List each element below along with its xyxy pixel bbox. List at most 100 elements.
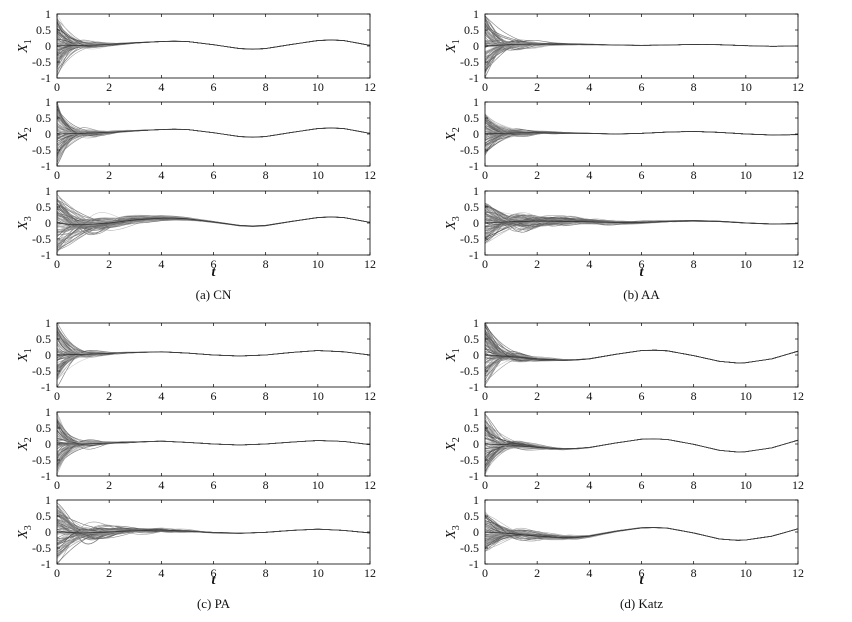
y-tick-label: 1 xyxy=(45,493,51,507)
subfigure-caption: (c) PA xyxy=(197,596,231,611)
y-tick-label: 1 xyxy=(45,316,51,330)
y-axis-label-main: X xyxy=(16,132,31,142)
y-axis-label-subscript: 1 xyxy=(451,348,462,353)
trajectory-line xyxy=(485,43,798,64)
trajectory-line xyxy=(57,324,370,357)
consensus-line xyxy=(57,440,370,446)
y-axis-label-main: X xyxy=(444,353,459,363)
x-tick-label: 8 xyxy=(263,389,269,403)
y-axis-label: X1 xyxy=(16,348,34,363)
x-tick-label: 0 xyxy=(482,168,488,182)
x-tick-label: 10 xyxy=(312,389,324,403)
trajectory-line xyxy=(57,419,370,450)
trajectory-line xyxy=(485,431,798,453)
x-tick-label: 2 xyxy=(106,168,112,182)
trajectory-line xyxy=(485,438,798,460)
y-tick-label: -1 xyxy=(469,159,479,173)
y-tick-label: -1 xyxy=(41,248,51,262)
y-tick-label: 0.5 xyxy=(464,23,479,37)
y-axis-label-main: X xyxy=(16,530,31,540)
x-tick-label: 12 xyxy=(364,257,376,271)
y-tick-label: -1 xyxy=(469,469,479,483)
x-tick-label: 8 xyxy=(691,389,697,403)
consensus-line xyxy=(485,349,798,364)
trajectory-line xyxy=(57,39,370,55)
y-axis-label: X3 xyxy=(16,525,34,540)
consensus-line xyxy=(57,127,370,138)
y-tick-label: 0 xyxy=(473,127,479,141)
x-tick-label: 8 xyxy=(263,257,269,271)
y-axis-label-main: X xyxy=(16,221,31,231)
y-tick-label: 0 xyxy=(473,39,479,53)
trajectory-line xyxy=(57,419,370,446)
trajectories xyxy=(485,323,798,386)
y-tick-label: -0.5 xyxy=(32,541,51,555)
x-tick-label: 6 xyxy=(639,389,645,403)
x-tick-label: 12 xyxy=(792,257,804,271)
x-tick-label: 0 xyxy=(54,478,60,492)
y-tick-label: 0 xyxy=(473,216,479,230)
trajectories xyxy=(485,511,798,552)
y-axis-label-main: X xyxy=(444,221,459,231)
trajectories xyxy=(485,203,798,244)
trajectories xyxy=(485,113,798,156)
trajectory-line xyxy=(57,419,370,446)
y-tick-label: -0.5 xyxy=(32,143,51,157)
y-tick-label: 0 xyxy=(45,437,51,451)
y-axis-label-subscript: 1 xyxy=(23,39,34,44)
x-tick-label: 4 xyxy=(158,80,164,94)
y-tick-label: 0.5 xyxy=(464,509,479,523)
trajectory-line xyxy=(57,127,370,156)
x-tick-label: 6 xyxy=(639,168,645,182)
y-tick-label: 1 xyxy=(473,493,479,507)
y-tick-label: -1 xyxy=(469,557,479,571)
trajectory-line xyxy=(485,438,798,466)
y-axis-label-subscript: 3 xyxy=(451,525,462,530)
x-tick-label: 2 xyxy=(534,389,540,403)
x-tick-label: 10 xyxy=(312,168,324,182)
y-tick-label: 1 xyxy=(473,316,479,330)
y-tick-label: 0 xyxy=(45,127,51,141)
x-tick-label: 4 xyxy=(158,257,164,271)
consensus-line xyxy=(485,438,798,453)
x-axis-label: t xyxy=(640,573,645,588)
trajectory-line xyxy=(485,349,798,386)
trajectories xyxy=(57,102,370,166)
x-tick-label: 6 xyxy=(639,566,645,580)
x-tick-label: 4 xyxy=(586,566,592,580)
x-tick-label: 8 xyxy=(691,478,697,492)
trajectory-line xyxy=(57,420,370,446)
y-axis-label-subscript: 1 xyxy=(23,348,34,353)
x-tick-label: 12 xyxy=(792,478,804,492)
trajectories xyxy=(57,502,370,564)
y-tick-label: 0.5 xyxy=(36,23,51,37)
x-tick-label: 12 xyxy=(792,566,804,580)
x-tick-label: 6 xyxy=(639,478,645,492)
x-tick-label: 8 xyxy=(263,80,269,94)
trajectories xyxy=(57,193,370,253)
trajectory-line xyxy=(485,349,798,378)
x-tick-label: 6 xyxy=(211,566,217,580)
y-tick-label: -1 xyxy=(469,380,479,394)
consensus-line xyxy=(57,528,370,534)
trajectory-line xyxy=(485,438,798,476)
trajectories xyxy=(57,14,370,77)
subfigure-caption: (d) Katz xyxy=(620,596,663,611)
trajectory-line xyxy=(485,349,798,375)
x-axis-label: t xyxy=(212,573,217,588)
y-tick-label: 0 xyxy=(473,525,479,539)
y-tick-label: -1 xyxy=(469,71,479,85)
x-tick-label: 6 xyxy=(211,80,217,94)
x-tick-label: 6 xyxy=(211,257,217,271)
y-axis-label-subscript: 2 xyxy=(23,437,34,442)
axes-frame xyxy=(484,322,799,388)
y-tick-label: 0 xyxy=(45,216,51,230)
consensus-line xyxy=(57,39,370,50)
